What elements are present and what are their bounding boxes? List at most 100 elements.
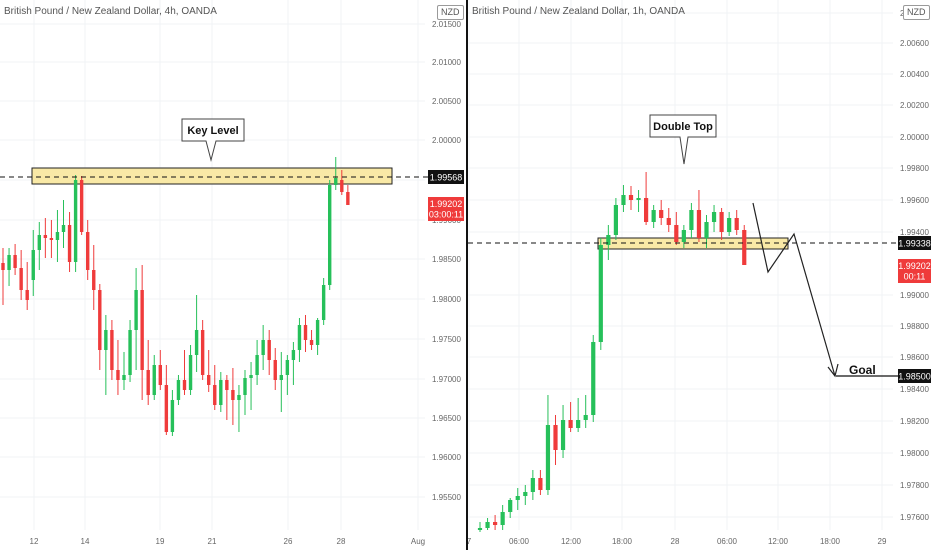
right-price-tick: 1.98400 bbox=[900, 385, 929, 394]
projection-path bbox=[752, 202, 839, 378]
candle bbox=[116, 340, 120, 395]
current-price-text: 1.99202 bbox=[898, 261, 931, 271]
left-price-tick: 1.95500 bbox=[432, 493, 461, 502]
right-time-tick: 18:00 bbox=[820, 537, 841, 546]
key-level-zone bbox=[31, 167, 393, 185]
right-price-tick: 2.00600 bbox=[900, 39, 929, 48]
candle bbox=[613, 198, 618, 240]
candle bbox=[666, 208, 671, 232]
candle bbox=[182, 350, 187, 395]
candle bbox=[560, 405, 566, 458]
candle bbox=[122, 352, 126, 390]
left-time-tick: Aug bbox=[411, 537, 425, 546]
callout-double-top: Double Top bbox=[649, 114, 717, 165]
candle bbox=[43, 218, 48, 258]
candle bbox=[128, 320, 132, 382]
chart-pane-4h[interactable]: 2.015002.010002.005002.000001.995001.990… bbox=[0, 0, 466, 550]
left-price-tick: 2.01500 bbox=[432, 20, 461, 29]
candle bbox=[538, 470, 543, 495]
chart-title-1h: British Pound / New Zealand Dollar, 1h, … bbox=[472, 6, 685, 17]
candle bbox=[164, 365, 169, 435]
right-price-tick: 1.99800 bbox=[900, 164, 929, 173]
currency-badge[interactable]: NZD bbox=[903, 5, 930, 20]
right-price-tick: 1.98000 bbox=[900, 449, 929, 458]
current-price-text: 1.99202 bbox=[430, 199, 463, 209]
right-time-tick: 28 bbox=[671, 537, 680, 546]
candle bbox=[207, 350, 211, 392]
candle bbox=[170, 390, 175, 436]
candle bbox=[104, 315, 108, 395]
countdown-text: 03:00:11 bbox=[429, 210, 463, 220]
candle bbox=[285, 355, 290, 395]
right-time-tick: 12:00 bbox=[768, 537, 789, 546]
left-price-tick: 2.00500 bbox=[432, 97, 461, 106]
candle bbox=[674, 212, 679, 245]
chart-title-4h: British Pound / New Zealand Dollar, 4h, … bbox=[4, 6, 217, 17]
right-price-tick: 1.98200 bbox=[900, 417, 929, 426]
candle bbox=[1, 248, 5, 305]
candle bbox=[598, 238, 603, 350]
left-price-tick: 1.96000 bbox=[432, 453, 461, 462]
candle bbox=[742, 225, 747, 265]
chart-pane-1h[interactable]: 2.008002.006002.004002.002002.000001.998… bbox=[468, 0, 932, 550]
callout-double-top-text: Double Top bbox=[653, 121, 713, 133]
currency-badge[interactable]: NZD bbox=[437, 5, 464, 20]
candle bbox=[651, 205, 656, 228]
candle bbox=[231, 368, 235, 425]
candle bbox=[346, 185, 350, 205]
candle bbox=[73, 175, 78, 272]
right-time-tick: 18:00 bbox=[612, 537, 633, 546]
candle bbox=[19, 250, 23, 300]
pane-divider[interactable] bbox=[466, 0, 468, 550]
candle bbox=[315, 318, 320, 355]
candle bbox=[152, 355, 156, 400]
candle bbox=[681, 225, 686, 248]
candle bbox=[309, 330, 314, 350]
candle bbox=[485, 518, 490, 530]
right-price-tick: 1.99400 bbox=[900, 228, 929, 237]
candle bbox=[334, 157, 338, 190]
left-price-tick: 1.98500 bbox=[432, 255, 461, 264]
candle bbox=[303, 315, 308, 352]
candle bbox=[297, 318, 302, 362]
candle bbox=[92, 245, 96, 310]
right-time-tick: 06:00 bbox=[717, 537, 738, 546]
candle bbox=[7, 248, 11, 286]
candle bbox=[477, 522, 483, 532]
right-price-tick: 2.00400 bbox=[900, 70, 929, 79]
svg-text:1.99338: 1.99338 bbox=[898, 239, 931, 249]
left-price-tick: 1.98000 bbox=[432, 295, 461, 304]
candle bbox=[225, 375, 229, 420]
candle bbox=[243, 370, 247, 415]
candle bbox=[621, 185, 626, 212]
callout-key-level-text: Key Level bbox=[187, 125, 238, 137]
right-time-tick: 06:00 bbox=[509, 537, 530, 546]
candle bbox=[636, 190, 641, 212]
candle bbox=[696, 190, 702, 242]
candle bbox=[321, 278, 326, 325]
candle bbox=[255, 340, 259, 385]
candle bbox=[200, 320, 205, 380]
candle bbox=[508, 498, 513, 518]
candle bbox=[140, 265, 144, 400]
goal-price-tag: 1.98500 bbox=[898, 369, 931, 383]
candle bbox=[134, 268, 138, 370]
chart-canvas-4h[interactable]: 2.015002.010002.005002.000001.995001.990… bbox=[0, 0, 466, 550]
candle bbox=[291, 342, 296, 385]
candle bbox=[55, 210, 60, 262]
right-price-tick: 1.97800 bbox=[900, 481, 929, 490]
left-price-tick: 1.97000 bbox=[432, 375, 461, 384]
candle bbox=[194, 295, 199, 372]
candle bbox=[67, 212, 72, 272]
left-price-tick: 1.97500 bbox=[432, 335, 461, 344]
left-time-tick: 21 bbox=[208, 537, 217, 546]
current-price-tag: 1.99202 03:00:11 bbox=[428, 197, 464, 221]
candle bbox=[188, 345, 193, 395]
right-time-tick: 29 bbox=[878, 537, 887, 546]
candle bbox=[158, 350, 162, 390]
candle bbox=[719, 208, 724, 240]
chart-canvas-1h[interactable]: 2.008002.006002.004002.002002.000001.998… bbox=[468, 0, 932, 550]
candle bbox=[734, 210, 739, 235]
countdown-text: 00:11 bbox=[904, 272, 926, 282]
candle bbox=[500, 505, 505, 530]
